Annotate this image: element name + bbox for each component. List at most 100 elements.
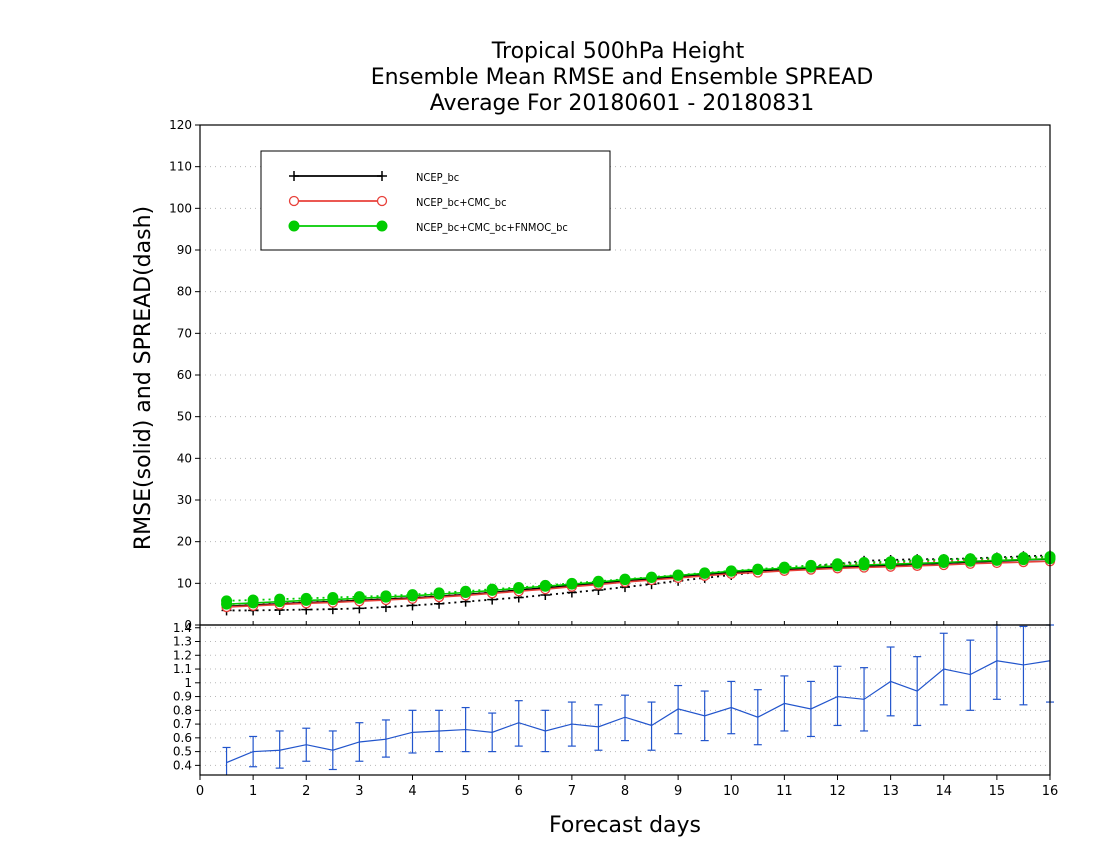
rmse-point: [300, 594, 312, 606]
legend-marker: [288, 195, 300, 207]
top-y-tick-label: 40: [177, 451, 192, 465]
title-line-3: Average For 20180601 - 20180831: [430, 91, 815, 116]
legend-marker: [288, 220, 300, 232]
rmse-point: [460, 587, 472, 598]
rmse-point: [699, 567, 711, 579]
top-y-tick-label: 30: [177, 493, 192, 507]
x-tick-label: 13: [882, 784, 899, 799]
top-y-tick-label: 120: [169, 118, 192, 132]
legend-marker: [289, 171, 299, 181]
x-axis-ticks: 0 1 2 3 4 5 6 7 8 9 10 11 12 13 14 15 16: [196, 621, 1058, 799]
top-y-tick-label: 0: [184, 618, 192, 632]
rmse-point: [964, 555, 976, 567]
legend-marker: [377, 171, 387, 181]
x-tick-label: 7: [568, 784, 576, 799]
bottom-y-tick-label: 1.1: [173, 662, 192, 676]
error-bar: [275, 730, 284, 769]
title-line-1: Tropical 500hPa Height: [491, 39, 745, 64]
top-panel-series: [221, 550, 1056, 616]
rmse-point: [646, 572, 658, 583]
x-tick-label: 10: [723, 784, 740, 799]
x-tick-label: 15: [989, 784, 1006, 799]
y-axis-label: RMSE(solid) and SPREAD(dash): [131, 206, 156, 550]
error-bar: [594, 704, 603, 751]
top-y-tick-label: 20: [177, 535, 192, 549]
rmse-point: [619, 574, 631, 586]
x-tick-label: 4: [408, 784, 416, 799]
rmse-point: [832, 560, 843, 572]
rmse-point: [991, 554, 1003, 566]
bottom-y-tick-label: 1.2: [173, 648, 192, 662]
rmse-point: [353, 592, 365, 604]
x-tick-label: 12: [829, 784, 846, 799]
bottom-y-tick-label: 0.6: [173, 731, 192, 745]
bottom-y-tick-label: 1: [184, 676, 192, 690]
x-tick-label: 9: [674, 784, 682, 799]
error-bar: [621, 694, 629, 742]
x-tick-label: 6: [515, 784, 523, 799]
bottom-y-tick-label: 1.3: [173, 635, 192, 649]
rmse-point: [885, 558, 897, 570]
error-bar: [1019, 625, 1028, 706]
error-bar: [408, 709, 417, 754]
rmse-point: [858, 559, 870, 571]
rmse-point: [672, 569, 684, 581]
error-bar: [647, 701, 656, 751]
error-bar: [966, 639, 975, 711]
error-bar: [222, 746, 231, 775]
error-bar: [833, 665, 842, 727]
bottom-plot-frame: [199, 624, 1051, 776]
rmse-point: [752, 564, 764, 576]
legend-marker: [376, 195, 388, 207]
rmse-point: [911, 557, 923, 569]
bottom-y-tick-label: 1.4: [173, 621, 192, 635]
rmse-point: [938, 557, 950, 568]
rmse-point: [380, 591, 392, 603]
top-y-axis-ticks: 0 10 20 30 40 50 60 70 80 90 100 110 120: [169, 118, 200, 632]
rmse-point: [778, 562, 790, 574]
top-y-tick-label: 10: [177, 576, 192, 590]
bottom-y-tick-label: 0.8: [173, 703, 192, 717]
x-tick-label: 3: [355, 784, 363, 799]
rmse-point: [539, 580, 551, 592]
bottom-y-tick-label: 0.9: [173, 690, 192, 704]
rmse-point: [407, 590, 418, 602]
bottom-y-tick-label: 0.4: [173, 758, 192, 772]
rmse-point: [221, 598, 233, 610]
rmse-point: [247, 597, 259, 609]
x-tick-label: 11: [776, 784, 793, 799]
top-y-tick-label: 50: [177, 410, 192, 424]
rmse-point: [592, 576, 604, 588]
x-tick-label: 5: [461, 784, 469, 799]
rmse-point: [566, 578, 578, 590]
top-y-tick-label: 110: [169, 160, 192, 174]
error-bar: [381, 719, 390, 758]
rmse-point: [327, 594, 339, 606]
legend-label-ncep: NCEP_bc: [416, 171, 459, 184]
rmse-point: [513, 582, 525, 594]
x-tick-label: 2: [302, 784, 310, 799]
x-tick-label: 8: [621, 784, 629, 799]
title-line-2: Ensemble Mean RMSE and Ensemble SPREAD: [371, 65, 874, 90]
rmse-point: [725, 565, 737, 577]
legend-label-ncep-cmc: NCEP_bc+CMC_bc: [416, 196, 507, 209]
bottom-y-tick-label: 0.7: [173, 717, 192, 731]
top-y-tick-label: 90: [177, 243, 192, 257]
rmse-point: [486, 584, 498, 596]
error-bar: [514, 700, 523, 747]
top-y-tick-label: 70: [177, 326, 192, 340]
rmse-point: [805, 561, 817, 573]
x-tick-label: 16: [1042, 784, 1059, 799]
x-tick-label: 0: [196, 784, 204, 799]
legend-label-ncep-cmc-fnmoc: NCEP_bc+CMC_bc+FNMOC_bc: [416, 221, 568, 234]
x-tick-label: 1: [249, 784, 257, 799]
bottom-y-axis-ticks: 0.40.50.60.70.80.911.11.21.31.4: [173, 621, 200, 772]
top-y-tick-label: 80: [177, 285, 192, 299]
legend: NCEP_bc NCEP_bc+CMC_bc NCEP_bc+CMC_bc+FN…: [260, 150, 611, 251]
bottom-y-tick-label: 0.5: [173, 745, 192, 759]
top-y-tick-label: 100: [169, 201, 192, 215]
rmse-point: [1017, 554, 1029, 566]
top-y-tick-label: 60: [177, 368, 192, 382]
difference-line: [226, 660, 1051, 764]
